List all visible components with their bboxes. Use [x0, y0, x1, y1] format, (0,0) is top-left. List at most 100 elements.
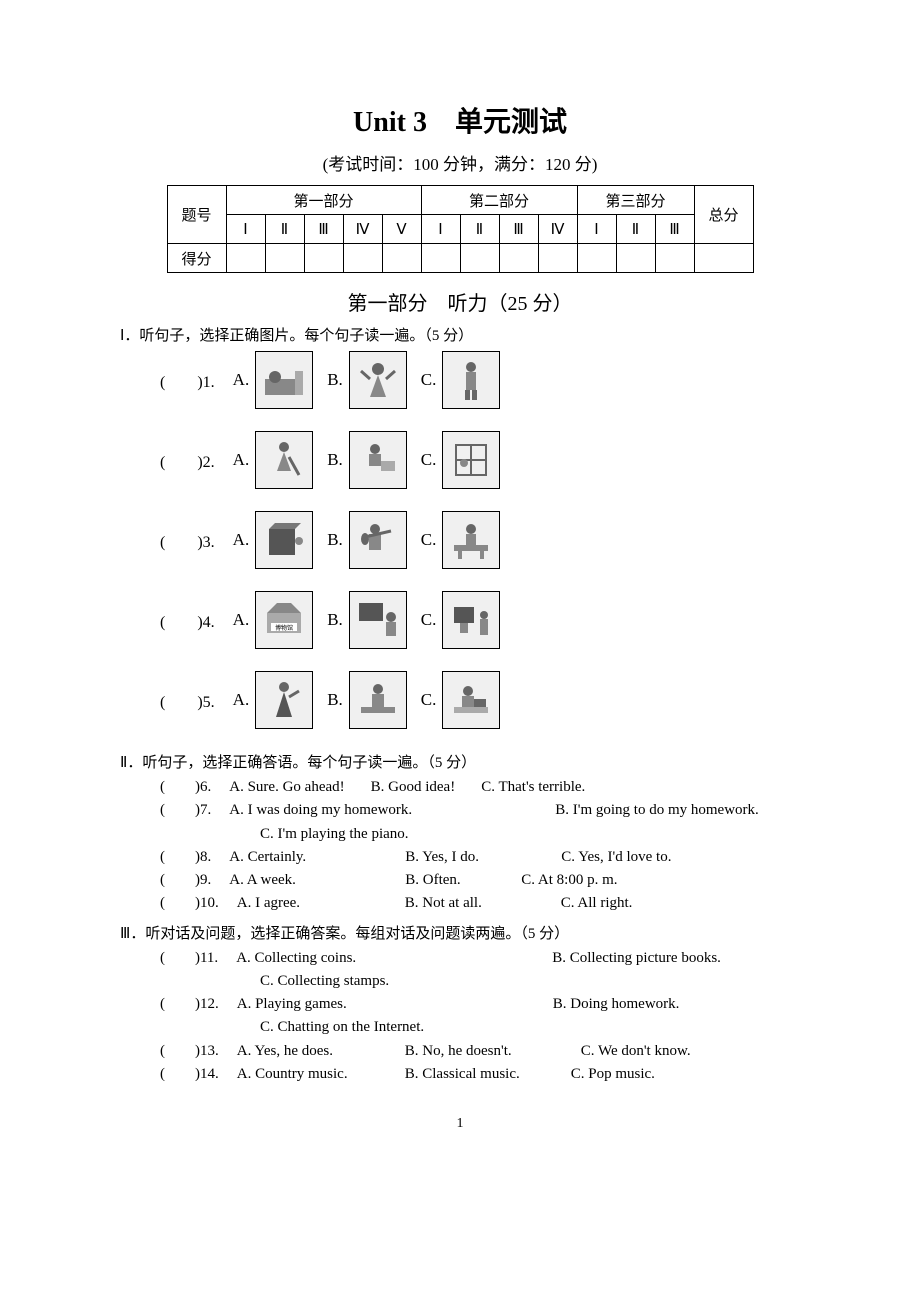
option-a: A. A week.	[229, 869, 379, 892]
option-b: B. Classical music.	[405, 1063, 545, 1086]
option-c: C. Pop music.	[571, 1063, 655, 1086]
option-letter: C.	[421, 450, 437, 470]
answer-blank[interactable]: ( )8.	[160, 846, 211, 869]
option-image-icon	[442, 511, 500, 569]
page-title: Unit 3 单元测试	[120, 100, 800, 140]
option-letter: A.	[233, 370, 250, 390]
answer-blank[interactable]: ( )5.	[160, 688, 215, 712]
score-sub: Ⅱ	[265, 215, 304, 244]
option-b: B. No, he doesn't.	[405, 1040, 555, 1063]
option-c: C. I'm playing the piano.	[260, 823, 800, 846]
option-c: C. Chatting on the Internet.	[260, 1016, 800, 1039]
option-letter: B.	[327, 450, 343, 470]
option-image-icon: 博物馆	[255, 591, 313, 649]
score-header-part1: 第一部分	[226, 186, 421, 215]
option-image-icon	[442, 431, 500, 489]
option-image-icon	[255, 351, 313, 409]
score-header-part3: 第三部分	[577, 186, 694, 215]
option-c: C. At 8:00 p. m.	[521, 869, 617, 892]
option-letter: B.	[327, 530, 343, 550]
option-letter: C.	[421, 690, 437, 710]
answer-blank[interactable]: ( )12.	[160, 993, 219, 1016]
answer-blank[interactable]: ( )4.	[160, 608, 215, 632]
score-cell[interactable]	[304, 244, 343, 273]
score-cell[interactable]	[265, 244, 304, 273]
option-b: B. Yes, I do.	[405, 846, 535, 869]
option-c: C. Yes, I'd love to.	[561, 846, 671, 869]
option-a: A. I was doing my homework.	[229, 799, 529, 822]
score-cell[interactable]	[460, 244, 499, 273]
score-cell[interactable]	[421, 244, 460, 273]
answer-blank[interactable]: ( )1.	[160, 368, 215, 392]
score-cell[interactable]	[694, 244, 753, 273]
option-letter: C.	[421, 370, 437, 390]
option-image-icon	[349, 511, 407, 569]
score-table: 题号 第一部分 第二部分 第三部分 总分 Ⅰ Ⅱ Ⅲ Ⅳ Ⅴ Ⅰ Ⅱ Ⅲ Ⅳ Ⅰ…	[167, 185, 754, 273]
answer-blank[interactable]: ( )2.	[160, 448, 215, 472]
score-sub: Ⅲ	[499, 215, 538, 244]
option-c: C. All right.	[561, 892, 633, 915]
score-cell[interactable]	[655, 244, 694, 273]
option-a: A. Country music.	[237, 1063, 379, 1086]
score-cell[interactable]	[538, 244, 577, 273]
score-sub: Ⅰ	[421, 215, 460, 244]
option-letter: B.	[327, 690, 343, 710]
option-image-icon	[349, 591, 407, 649]
option-letter: A.	[233, 530, 250, 550]
answer-blank[interactable]: ( )11.	[160, 947, 218, 970]
answer-blank[interactable]: ( )14.	[160, 1063, 219, 1086]
option-b: B. Good idea!	[371, 776, 456, 799]
score-sub: Ⅳ	[343, 215, 382, 244]
option-b: B. Often.	[405, 869, 495, 892]
score-sub: Ⅲ	[304, 215, 343, 244]
question-11: ( )11. A. Collecting coins. B. Collectin…	[160, 947, 800, 994]
score-cell[interactable]	[577, 244, 616, 273]
answer-blank[interactable]: ( )3.	[160, 528, 215, 552]
question-row: ( )4. A. 博物馆 B. C.	[160, 591, 800, 649]
question-12: ( )12. A. Playing games. B. Doing homewo…	[160, 993, 800, 1040]
option-a: A. I agree.	[237, 892, 379, 915]
option-a: A. Collecting coins.	[236, 947, 526, 970]
question-8: ( )8. A. Certainly. B. Yes, I do. C. Yes…	[160, 846, 800, 869]
answer-blank[interactable]: ( )6.	[160, 776, 211, 799]
option-image-icon	[349, 671, 407, 729]
page-number: 1	[120, 1116, 800, 1132]
question-7: ( )7. A. I was doing my homework. B. I'm…	[160, 799, 800, 846]
question-row: ( )2. A. B. C.	[160, 431, 800, 489]
answer-blank[interactable]: ( )10.	[160, 892, 219, 915]
question-row: ( )5. A. B. C.	[160, 671, 800, 729]
option-image-icon	[442, 671, 500, 729]
answer-blank[interactable]: ( )7.	[160, 799, 211, 822]
question-14: ( )14. A. Country music. B. Classical mu…	[160, 1063, 800, 1086]
option-b: B. Collecting picture books.	[552, 947, 721, 970]
option-b: B. Doing homework.	[553, 993, 680, 1016]
score-cell[interactable]	[226, 244, 265, 273]
option-image-icon	[255, 431, 313, 489]
exam-info: (考试时间：100 分钟，满分：120 分)	[120, 150, 800, 175]
question-row: ( )3. A. B. C.	[160, 511, 800, 569]
question-row: ( )1. A. B. C.	[160, 351, 800, 409]
score-header-total: 总分	[694, 186, 753, 244]
exam-page: Unit 3 单元测试 (考试时间：100 分钟，满分：120 分) 题号 第一…	[0, 0, 920, 1172]
question-13: ( )13. A. Yes, he does. B. No, he doesn'…	[160, 1040, 800, 1063]
svg-text:博物馆: 博物馆	[275, 624, 293, 632]
score-cell[interactable]	[343, 244, 382, 273]
score-header-part2: 第二部分	[421, 186, 577, 215]
score-cell[interactable]	[499, 244, 538, 273]
score-sub: Ⅴ	[382, 215, 421, 244]
option-a: A. Certainly.	[229, 846, 379, 869]
score-cell[interactable]	[616, 244, 655, 273]
option-image-icon	[442, 591, 500, 649]
score-header-num: 题号	[167, 186, 226, 244]
score-sub: Ⅰ	[226, 215, 265, 244]
part3-heading: Ⅲ．听对话及问题，选择正确答案。每组对话及问题读两遍。（5 分）	[120, 922, 800, 943]
option-letter: C.	[421, 530, 437, 550]
option-b: B. Not at all.	[405, 892, 535, 915]
option-image-icon	[255, 511, 313, 569]
question-6: ( )6. A. Sure. Go ahead! B. Good idea! C…	[160, 776, 800, 799]
answer-blank[interactable]: ( )9.	[160, 869, 211, 892]
option-b: B. I'm going to do my homework.	[555, 799, 759, 822]
question-9: ( )9. A. A week. B. Often. C. At 8:00 p.…	[160, 869, 800, 892]
answer-blank[interactable]: ( )13.	[160, 1040, 219, 1063]
score-cell[interactable]	[382, 244, 421, 273]
